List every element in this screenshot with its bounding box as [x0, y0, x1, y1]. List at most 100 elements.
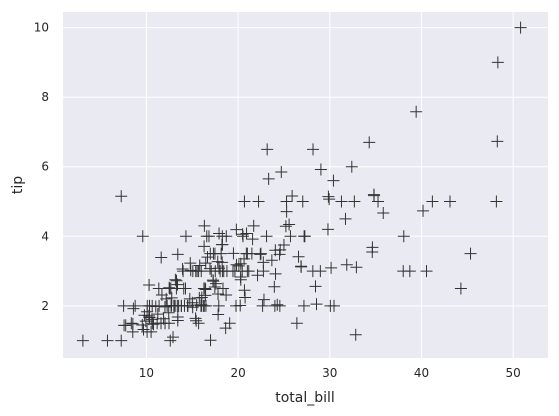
data-point — [335, 195, 348, 208]
data-point — [297, 299, 310, 312]
y-axis-label: tip — [10, 176, 26, 194]
data-point — [322, 190, 335, 203]
data-point — [238, 252, 251, 265]
data-point — [212, 288, 225, 301]
x-tick-label: 50 — [506, 366, 521, 380]
data-point — [136, 230, 149, 243]
data-point — [271, 298, 284, 311]
data-point — [236, 230, 249, 243]
data-point — [160, 292, 173, 305]
x-axis-label: total_bill — [275, 390, 335, 406]
data-point — [212, 308, 225, 321]
data-point — [167, 331, 180, 344]
data-point — [295, 260, 308, 273]
data-point — [363, 136, 376, 149]
data-point — [117, 299, 130, 312]
data-point — [339, 212, 352, 225]
data-point — [323, 193, 336, 206]
data-point — [200, 230, 213, 243]
data-point — [220, 265, 233, 278]
data-point — [265, 254, 278, 267]
data-point — [345, 160, 358, 173]
data-point — [491, 56, 504, 69]
data-point — [179, 230, 192, 243]
data-point — [254, 248, 267, 261]
y-tick-label: 8 — [41, 90, 49, 104]
data-point — [348, 195, 361, 208]
data-point — [190, 314, 203, 327]
data-point — [101, 334, 114, 347]
data-point — [350, 261, 363, 274]
data-point — [314, 163, 327, 176]
x-tick-labels: 10 20 30 40 50 — [139, 366, 521, 380]
data-point — [275, 165, 288, 178]
data-point — [247, 219, 260, 232]
data-point — [171, 248, 184, 261]
data-point — [176, 262, 189, 275]
data-point — [126, 325, 139, 338]
data-point — [220, 230, 233, 243]
data-point — [230, 223, 243, 236]
data-points — [76, 21, 527, 347]
data-point — [197, 282, 210, 295]
data-point — [321, 223, 334, 236]
y-tick-labels: 2 4 6 8 10 — [34, 21, 49, 313]
data-point — [152, 282, 165, 295]
data-point — [155, 251, 168, 264]
data-point — [219, 322, 232, 335]
data-point — [171, 314, 184, 327]
data-point — [277, 238, 290, 251]
data-point — [273, 248, 286, 261]
data-point — [268, 299, 281, 312]
data-point — [420, 265, 433, 278]
data-point — [230, 299, 243, 312]
data-point — [206, 274, 219, 287]
data-point — [232, 259, 245, 272]
data-point — [269, 267, 282, 280]
data-point — [490, 195, 503, 208]
data-point — [193, 259, 206, 272]
data-point — [119, 319, 132, 332]
data-point — [183, 292, 196, 305]
data-point — [212, 299, 225, 312]
data-point — [215, 247, 228, 260]
data-point — [145, 313, 158, 326]
y-tick-label: 2 — [41, 299, 49, 313]
y-tick-label: 6 — [41, 160, 49, 174]
data-point — [292, 250, 305, 263]
data-point — [129, 299, 142, 312]
data-point — [417, 204, 430, 217]
data-point — [216, 256, 229, 269]
x-tick-label: 10 — [139, 366, 154, 380]
data-point — [340, 258, 353, 271]
data-point — [246, 233, 259, 246]
data-point — [397, 230, 410, 243]
data-point — [115, 334, 128, 347]
data-point — [170, 274, 183, 287]
data-point — [215, 238, 228, 251]
data-point — [157, 312, 170, 325]
data-point — [251, 269, 264, 282]
data-point — [169, 273, 182, 286]
plot-area — [63, 12, 548, 358]
data-point — [279, 220, 292, 233]
data-point — [443, 195, 456, 208]
data-point — [298, 230, 311, 243]
data-point — [208, 281, 221, 294]
data-point — [307, 143, 320, 156]
data-point — [280, 195, 293, 208]
data-point — [162, 306, 175, 319]
data-point — [257, 293, 270, 306]
data-point — [165, 291, 178, 304]
data-point — [306, 265, 319, 278]
data-point — [290, 317, 303, 330]
data-point — [238, 195, 251, 208]
data-point — [324, 299, 337, 312]
data-point — [204, 334, 217, 347]
data-point — [201, 251, 214, 264]
data-point — [115, 190, 128, 203]
data-point — [141, 299, 154, 312]
data-point — [514, 21, 527, 34]
data-point — [76, 334, 89, 347]
